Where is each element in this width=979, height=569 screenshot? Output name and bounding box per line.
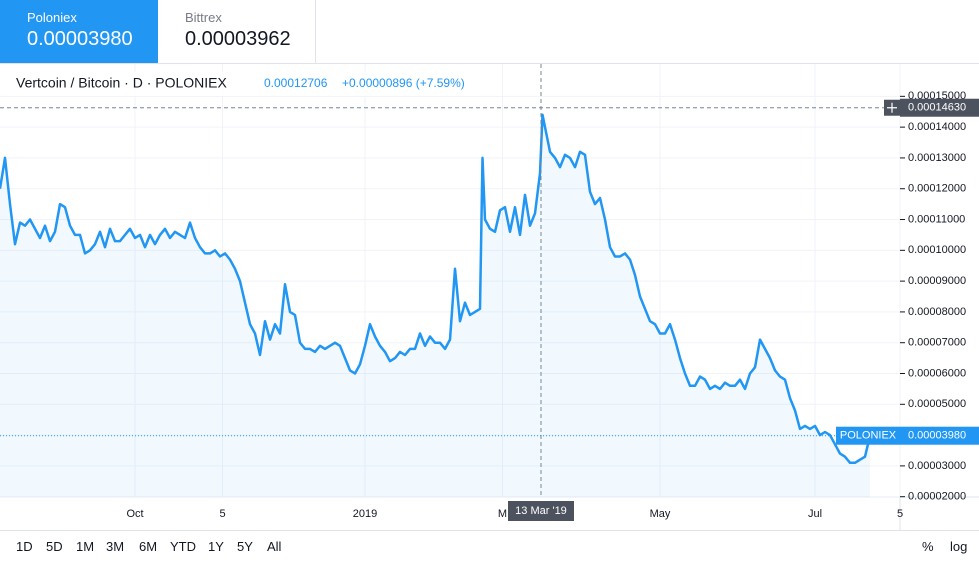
tab-name: Bittrex [185, 10, 222, 25]
toolbar-button[interactable]: % [922, 539, 934, 554]
tab[interactable]: Poloniex 0.00003980 [0, 0, 158, 63]
x-tick-label: May [650, 508, 671, 520]
tab-price: 0.00003962 [185, 28, 291, 50]
toolbar-button[interactable]: 5Y [237, 539, 253, 554]
last-price-box [900, 426, 979, 445]
last-price-label: 0.00003980 [908, 430, 966, 442]
grid [0, 64, 901, 498]
x-tick-label: 5 [897, 508, 903, 520]
y-tick-label: 0.00013000 [908, 152, 966, 164]
y-tick-label: 0.00012000 [908, 183, 966, 195]
toolbar-button[interactable]: 1D [16, 539, 33, 554]
chart-title: Vertcoin / Bitcoin · D · POLONIEX [16, 75, 228, 91]
last-price-name-box [836, 426, 900, 445]
tab-price: 0.00003980 [27, 28, 133, 50]
toolbar-button[interactable]: 5D [46, 539, 63, 554]
toolbar-button[interactable]: 1Y [208, 539, 224, 554]
tab-name: Poloniex [27, 10, 77, 25]
y-tick-label: 0.00005000 [908, 398, 966, 410]
y-tick-label: 0.00008000 [908, 306, 966, 318]
last-price-name: POLONIEX [840, 430, 897, 442]
x-tick-label: Jul [808, 508, 822, 520]
x-tick-label: 5 [219, 508, 225, 520]
y-tick-label: 0.00010000 [908, 244, 966, 256]
legend-bg [8, 72, 478, 96]
area-fill [0, 114, 870, 498]
toolbar-button[interactable]: All [267, 539, 282, 554]
crosshair-plus-icon [887, 102, 897, 113]
toolbar-button[interactable]: 1M [76, 539, 95, 554]
crosshair-x-label: 13 Mar '19 [515, 505, 567, 517]
crosshair-x-box [508, 501, 574, 521]
legend-change: +0.00000896 (+7.59%) [342, 76, 465, 90]
toolbar-button[interactable]: log [950, 539, 968, 554]
x-tick-label: 2019 [353, 508, 377, 520]
legend-value: 0.00012706 [264, 76, 328, 90]
y-tick-label: 0.00014000 [908, 121, 966, 133]
y-tick-label: 0.00007000 [908, 337, 966, 349]
y-tick-label: 0.00003000 [908, 460, 966, 472]
y-tick-label: 0.00002000 [908, 491, 966, 503]
exchange-tabs: Poloniex 0.00003980 Bittrex 0.00003962 [0, 0, 979, 64]
y-tick-label: 0.00011000 [908, 213, 965, 225]
toolbar: 1D 5D 1M 3M 6M YTD 1Y 5Y All% log [0, 530, 979, 566]
x-tick-label: Oct [126, 508, 143, 520]
chart: 0.000020000.000030000.000040000.00005000… [0, 64, 979, 530]
toolbar-button[interactable]: 3M [106, 539, 125, 554]
crosshair-y-box [900, 98, 979, 117]
crosshair-y-label: 0.00014630 [908, 102, 966, 114]
toolbar-button[interactable]: 6M [139, 539, 158, 554]
x-tick-label: M [498, 508, 507, 520]
y-tick-label: 0.00006000 [908, 367, 966, 379]
tab[interactable]: Bittrex 0.00003962 [158, 0, 316, 63]
y-tick-label: 0.00009000 [908, 275, 966, 287]
toolbar-button[interactable]: YTD [170, 539, 196, 554]
price-line [0, 113, 872, 465]
